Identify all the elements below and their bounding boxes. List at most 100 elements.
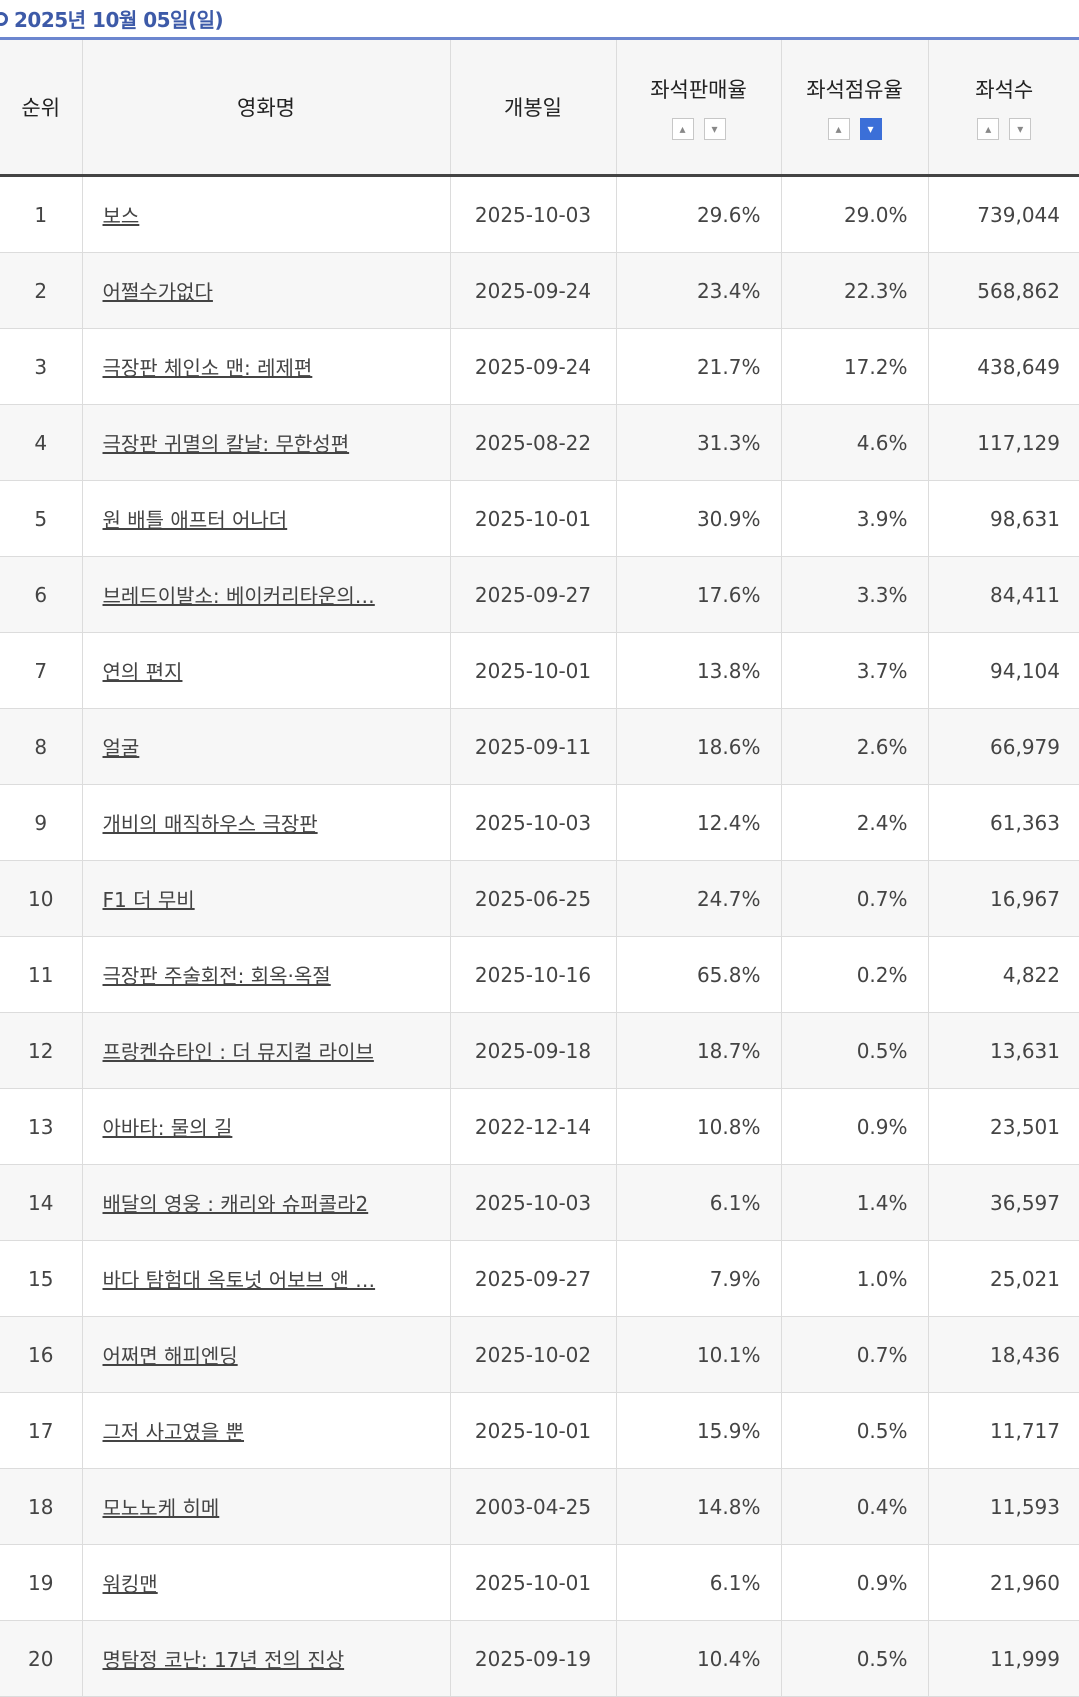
seats-cell: 98,631 (928, 481, 1079, 557)
release-date-cell: 2025-10-03 (450, 176, 616, 253)
movie-title-link[interactable]: 모노노케 히메 (103, 1496, 220, 1520)
occupancy-cell: 0.5% (781, 1621, 928, 1697)
movie-title-link[interactable]: 바다 탐험대 옥토넛 어보브 앤 … (103, 1268, 376, 1292)
title-cell: 워킹맨 (82, 1545, 450, 1621)
release-date-cell: 2025-09-24 (450, 329, 616, 405)
movie-title-link[interactable]: 어쩔수가없다 (103, 280, 213, 304)
sales-ratio-cell: 15.9% (616, 1393, 781, 1469)
rank-cell: 18 (0, 1469, 82, 1545)
title-cell: 극장판 체인소 맨: 레제편 (82, 329, 450, 405)
seats-cell: 84,411 (928, 557, 1079, 633)
sales-ratio-cell: 17.6% (616, 557, 781, 633)
rank-cell: 8 (0, 709, 82, 785)
sort-asc-occupancy-button[interactable]: ▴ (828, 118, 850, 140)
sales-ratio-cell: 21.7% (616, 329, 781, 405)
movie-title-link[interactable]: 얼굴 (103, 736, 140, 760)
title-cell: 극장판 주술회전: 회옥·옥절 (82, 937, 450, 1013)
seats-cell: 66,979 (928, 709, 1079, 785)
col-seats-label: 좌석수 (929, 74, 1079, 104)
title-cell: 아바타: 물의 길 (82, 1089, 450, 1165)
sales-ratio-cell: 18.6% (616, 709, 781, 785)
occupancy-cell: 2.6% (781, 709, 928, 785)
occupancy-cell: 0.5% (781, 1013, 928, 1089)
col-seats: 좌석수 ▴ ▾ (928, 40, 1079, 176)
seats-cell: 36,597 (928, 1165, 1079, 1241)
title-cell: 어쩔수가없다 (82, 253, 450, 329)
sort-desc-occupancy-button[interactable]: ▾ (860, 118, 882, 140)
release-date-cell: 2025-10-16 (450, 937, 616, 1013)
occupancy-cell: 22.3% (781, 253, 928, 329)
rank-cell: 6 (0, 557, 82, 633)
movie-title-link[interactable]: 아바타: 물의 길 (103, 1116, 233, 1140)
movie-title-link[interactable]: 원 배틀 애프터 어나더 (103, 508, 288, 532)
occupancy-cell: 0.7% (781, 1317, 928, 1393)
occupancy-cell: 1.0% (781, 1241, 928, 1317)
movie-title-link[interactable]: F1 더 무비 (103, 888, 195, 912)
occupancy-cell: 0.4% (781, 1469, 928, 1545)
rank-cell: 16 (0, 1317, 82, 1393)
sort-asc-sales-ratio-button[interactable]: ▴ (672, 118, 694, 140)
occupancy-cell: 4.6% (781, 405, 928, 481)
sales-ratio-cell: 31.3% (616, 405, 781, 481)
rank-cell: 11 (0, 937, 82, 1013)
occupancy-cell: 0.7% (781, 861, 928, 937)
occupancy-cell: 0.5% (781, 1393, 928, 1469)
release-date-cell: 2025-09-11 (450, 709, 616, 785)
seats-cell: 739,044 (928, 176, 1079, 253)
movie-title-link[interactable]: 극장판 귀멸의 칼날: 무한성편 (103, 432, 350, 456)
rank-cell: 7 (0, 633, 82, 709)
rank-cell: 12 (0, 1013, 82, 1089)
seats-cell: 438,649 (928, 329, 1079, 405)
rank-cell: 14 (0, 1165, 82, 1241)
movie-title-link[interactable]: 개비의 매직하우스 극장판 (103, 812, 318, 836)
occupancy-cell: 0.9% (781, 1545, 928, 1621)
release-date-cell: 2022-12-14 (450, 1089, 616, 1165)
title-cell: 명탐정 코난: 17년 전의 진상 (82, 1621, 450, 1697)
sales-ratio-cell: 30.9% (616, 481, 781, 557)
release-date-cell: 2025-08-22 (450, 405, 616, 481)
release-date-cell: 2025-10-02 (450, 1317, 616, 1393)
release-date-cell: 2025-09-27 (450, 557, 616, 633)
movie-title-link[interactable]: 극장판 주술회전: 회옥·옥절 (103, 964, 331, 988)
occupancy-cell: 3.9% (781, 481, 928, 557)
movie-title-link[interactable]: 어쩌면 해피엔딩 (103, 1344, 238, 1368)
movie-title-link[interactable]: 워킹맨 (103, 1572, 158, 1596)
movie-title-link[interactable]: 극장판 체인소 맨: 레제편 (103, 356, 313, 380)
rank-cell: 9 (0, 785, 82, 861)
rank-cell: 2 (0, 253, 82, 329)
col-title: 영화명 (82, 40, 450, 176)
movie-title-link[interactable]: 그저 사고였을 뿐 (103, 1420, 245, 1444)
movie-title-link[interactable]: 보스 (103, 204, 140, 228)
movie-title-link[interactable]: 프랑켄슈타인 : 더 뮤지컬 라이브 (103, 1040, 374, 1064)
sort-desc-sales-ratio-button[interactable]: ▾ (704, 118, 726, 140)
movie-title-link[interactable]: 명탐정 코난: 17년 전의 진상 (103, 1648, 345, 1672)
col-sales-ratio-label: 좌석판매율 (617, 74, 781, 104)
sort-desc-seats-button[interactable]: ▾ (1009, 118, 1031, 140)
col-release: 개봉일 (450, 40, 616, 176)
seats-cell: 18,436 (928, 1317, 1079, 1393)
movie-title-link[interactable]: 배달의 영웅 : 캐리와 슈퍼콜라2 (103, 1192, 369, 1216)
sales-ratio-cell: 10.8% (616, 1089, 781, 1165)
release-date-cell: 2025-10-03 (450, 1165, 616, 1241)
occupancy-cell: 1.4% (781, 1165, 928, 1241)
sales-ratio-cell: 10.4% (616, 1621, 781, 1697)
release-date-cell: 2025-09-18 (450, 1013, 616, 1089)
seats-cell: 117,129 (928, 405, 1079, 481)
release-date-cell: 2025-10-01 (450, 1393, 616, 1469)
seats-cell: 11,717 (928, 1393, 1079, 1469)
sales-ratio-cell: 23.4% (616, 253, 781, 329)
occupancy-cell: 0.2% (781, 937, 928, 1013)
movie-title-link[interactable]: 연의 편지 (103, 660, 183, 684)
movie-title-link[interactable]: 브레드이발소: 베이커리타운의… (103, 584, 375, 608)
sort-asc-seats-button[interactable]: ▴ (977, 118, 999, 140)
table-header: 순위 영화명 개봉일 좌석판매율 ▴ ▾ 좌석점유율 ▴ ▾ 좌석수 (0, 40, 1079, 176)
